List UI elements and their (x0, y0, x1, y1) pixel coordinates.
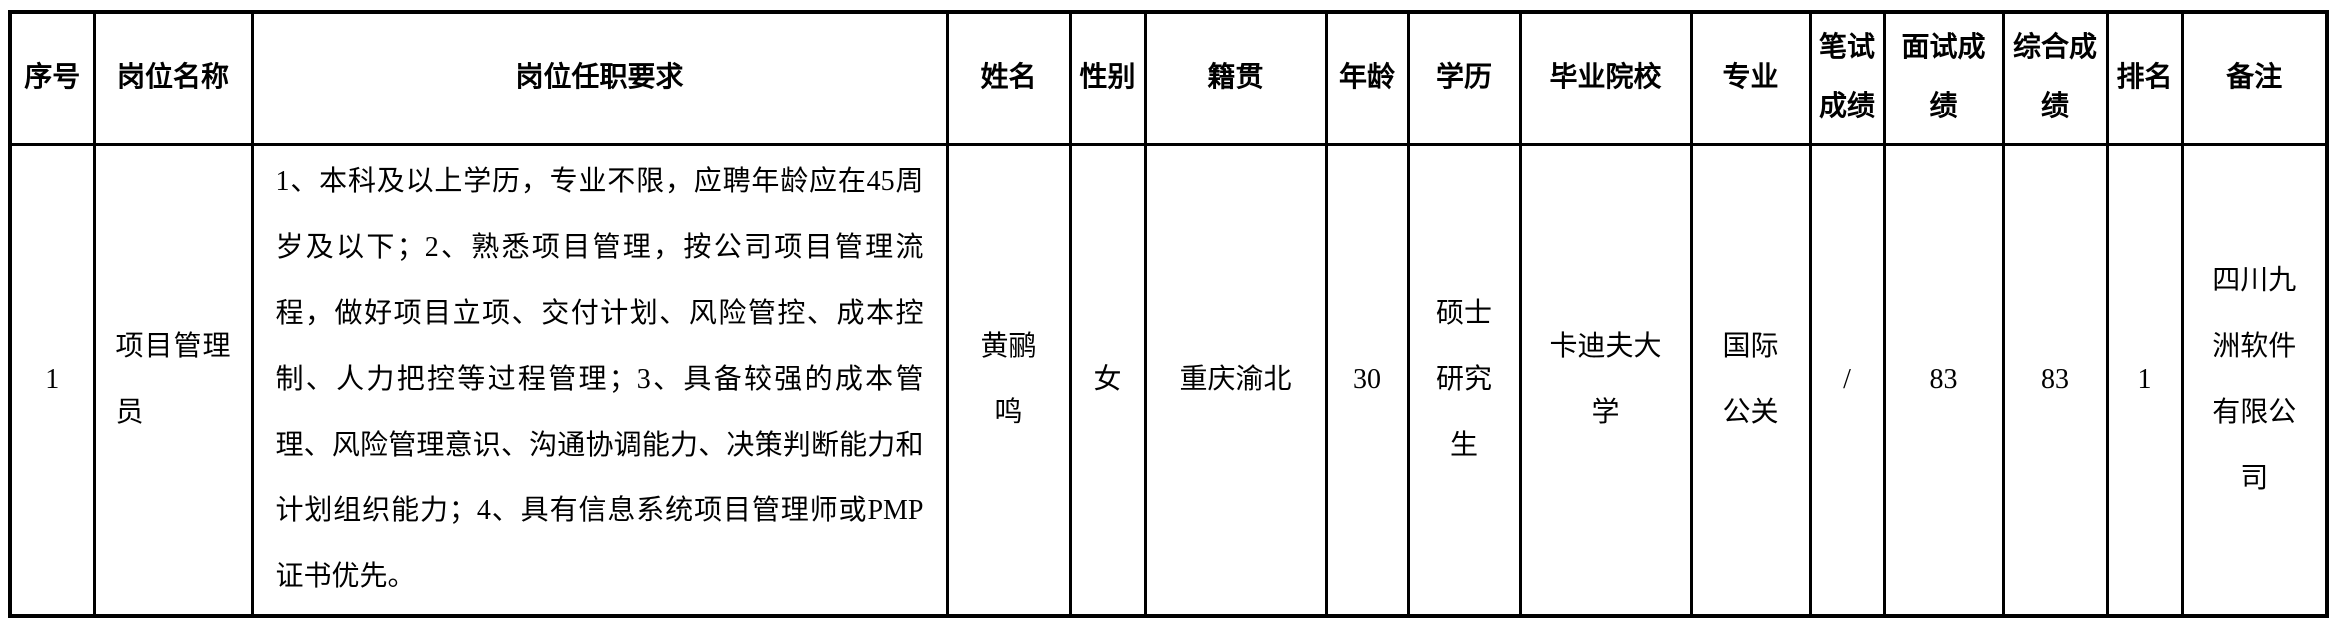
cell-school: 卡迪夫大学 (1518, 142, 1693, 618)
col-header-major: 专业 (1689, 10, 1812, 146)
col-header-overall-score: 综合成绩 (2001, 10, 2109, 146)
cell-written-score: / (1808, 142, 1886, 618)
cell-remarks: 四川九洲软件有限公司 (2180, 142, 2329, 618)
table-row: 1 项目管理员 1、本科及以上学历，专业不限，应聘年龄应在45周岁及以下；2、熟… (8, 142, 2329, 618)
col-header-age: 年龄 (1324, 10, 1410, 146)
cell-position: 项目管理员 (92, 142, 254, 618)
col-header-interview-score: 面试成绩 (1882, 10, 2005, 146)
cell-requirements: 1、本科及以上学历，专业不限，应聘年龄应在45周岁及以下；2、熟悉项目管理，按公… (250, 142, 949, 618)
col-header-education: 学历 (1406, 10, 1522, 146)
col-header-index: 序号 (8, 10, 96, 146)
col-header-gender: 性别 (1068, 10, 1147, 146)
col-header-position: 岗位名称 (92, 10, 254, 146)
cell-hometown: 重庆渝北 (1143, 142, 1328, 618)
recruitment-results-table: 序号 岗位名称 岗位任职要求 姓名 性别 籍贯 年龄 学历 毕业院校 专业 笔试… (8, 10, 2329, 618)
col-header-rank: 排名 (2105, 10, 2184, 146)
cell-education: 硕士研究生 (1406, 142, 1522, 618)
cell-index: 1 (8, 142, 96, 618)
col-header-school: 毕业院校 (1518, 10, 1693, 146)
col-header-remarks: 备注 (2180, 10, 2329, 146)
table-header-row: 序号 岗位名称 岗位任职要求 姓名 性别 籍贯 年龄 学历 毕业院校 专业 笔试… (8, 10, 2329, 146)
cell-rank: 1 (2105, 142, 2184, 618)
cell-gender: 女 (1068, 142, 1147, 618)
cell-name: 黄鹂鸣 (945, 142, 1072, 618)
col-header-written-score: 笔试成绩 (1808, 10, 1886, 146)
cell-interview-score: 83 (1882, 142, 2005, 618)
col-header-hometown: 籍贯 (1143, 10, 1328, 146)
col-header-requirements: 岗位任职要求 (250, 10, 949, 146)
cell-overall-score: 83 (2001, 142, 2109, 618)
cell-major: 国际公关 (1689, 142, 1812, 618)
col-header-name: 姓名 (945, 10, 1072, 146)
cell-age: 30 (1324, 142, 1410, 618)
